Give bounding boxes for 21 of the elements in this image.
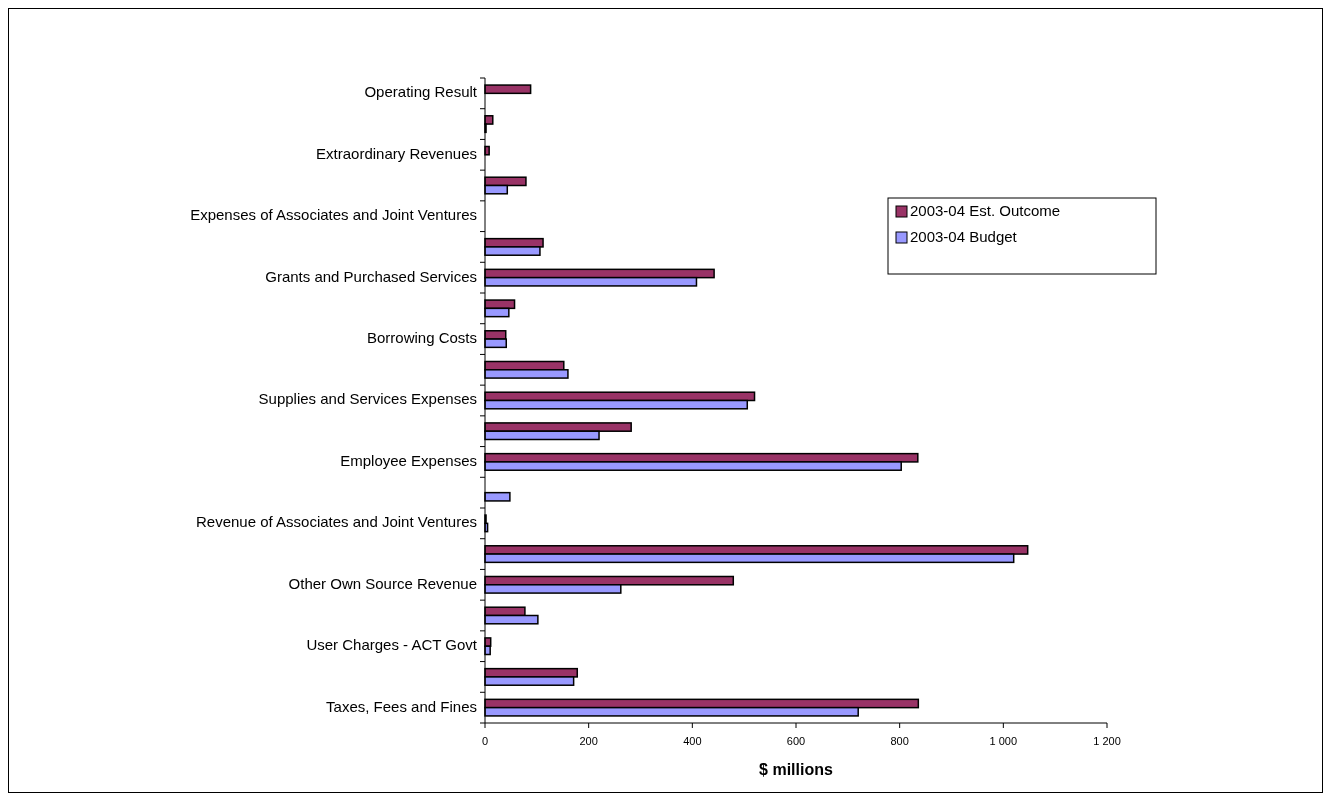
x-tick-label: 1 200 (1093, 735, 1121, 747)
y-tick-label: Expenses of Associates and Joint Ventures (190, 206, 477, 224)
y-tick-label: Revenue of Associates and Joint Ventures (195, 513, 477, 531)
y-tick-label: User Charges - ACT Govt (306, 636, 478, 654)
legend-label: 2003-04 Est. Outcome (910, 202, 1061, 219)
x-axis-title: $ millions (759, 761, 833, 778)
x-tick-label: 0 (481, 735, 489, 747)
y-tick-label: Supplies and Services Expenses (258, 390, 477, 408)
x-tick-label: 1 000 (989, 735, 1018, 747)
x-tick-label: 200 (579, 735, 598, 747)
x-tick-label: 600 (786, 735, 806, 747)
y-tick-label: Taxes, Fees and Fines (326, 697, 477, 715)
y-tick-label: Borrowing Costs (366, 329, 477, 347)
y-tick-label: Grants and Purchased Services (265, 267, 477, 285)
y-tick-label: Operating Result (364, 83, 478, 101)
x-tick-label: 400 (683, 735, 702, 747)
y-tick-label: Extraordinary Revenues (316, 144, 477, 162)
x-tick-label: 800 (890, 735, 909, 747)
y-tick-label: Employee Expenses (340, 451, 477, 469)
legend-label: 2003-04 Budget (910, 228, 1018, 245)
y-tick-label: Other Own Source Revenue (288, 574, 477, 592)
